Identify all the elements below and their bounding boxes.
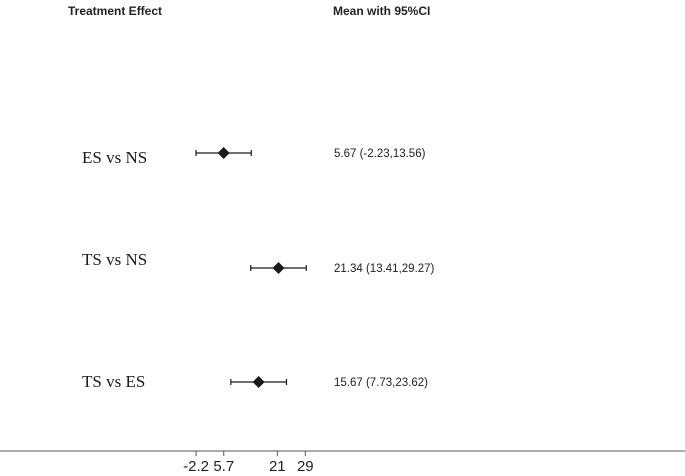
mean-marker — [252, 376, 265, 388]
treatment-effect-header: Treatment Effect — [68, 4, 163, 18]
row-label: TS vs ES — [82, 372, 145, 391]
mean-ci-header: Mean with 95%CI — [333, 4, 431, 18]
ci-value-text: 21.34 (13.41,29.27) — [334, 263, 435, 275]
mean-marker — [272, 262, 285, 274]
x-tick-label: 29 — [297, 458, 314, 475]
x-tick-label: -2.2 — [183, 458, 209, 475]
x-tick-label: 5.7 — [213, 458, 234, 475]
mean-marker — [217, 147, 230, 159]
row-label: ES vs NS — [82, 148, 147, 167]
x-tick-label: 21 — [269, 458, 286, 475]
ci-value-text: 5.67 (-2.23,13.56) — [334, 148, 426, 160]
row-label: TS vs NS — [82, 250, 147, 269]
ci-value-text: 15.67 (7.73,23.62) — [334, 377, 428, 389]
